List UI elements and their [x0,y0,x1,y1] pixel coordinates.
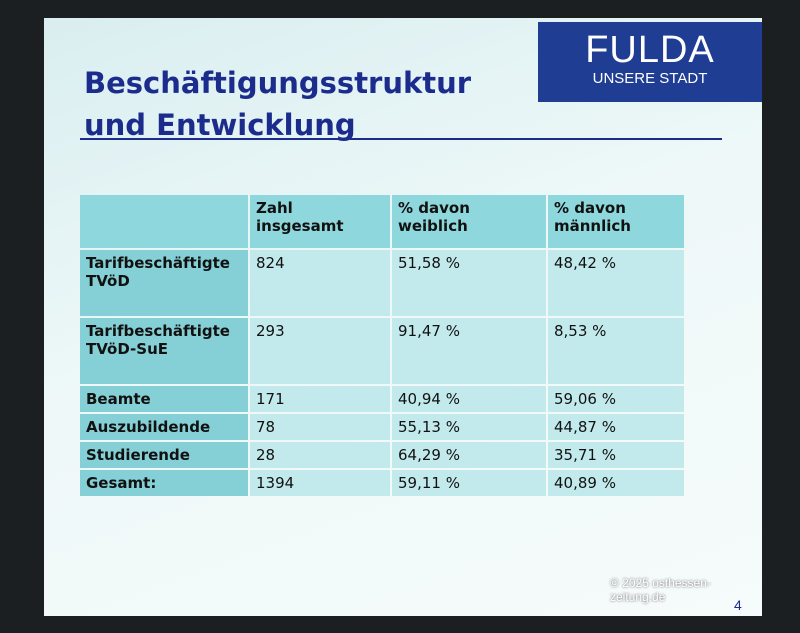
row-label: Auszubildende [86,418,211,436]
data-cell: 51,58 % [392,250,546,316]
cell-value: 1394 [256,474,295,492]
data-cell: 40,89 % [548,470,684,496]
data-cell: 8,53 % [548,318,684,384]
cell-value: 171 [256,390,285,408]
data-cell: 91,47 % [392,318,546,384]
cell-value: 28 [256,446,276,464]
logo-subtitle: UNSERE STADT [592,70,708,87]
data-cell: 293 [250,318,390,384]
table: Zahl insgesamt % davon weiblich % davon … [78,193,686,498]
data-cell: 171 [250,386,390,412]
row-label-cell: Studierende [80,442,248,468]
data-cell: 1394 [250,470,390,496]
row-label: Beamte [86,390,151,408]
header-cell: Zahl insgesamt [250,195,390,248]
cell-value: 51,58 % [398,254,460,272]
row-label-cell: Tarifbeschäftigte TVöD-SuE [80,318,248,384]
page-number: 4 [734,597,742,613]
data-cell: 55,13 % [392,414,546,440]
table-row: Beamte 171 40,94 % 59,06 % [80,386,684,412]
title-line: Beschäftigungsstruktur [84,66,472,100]
slide-title: Beschäftigungsstruktur und Entwicklung [84,62,471,146]
data-cell: 824 [250,250,390,316]
row-label: Gesamt: [86,474,157,492]
watermark: © 2025 osthessen-zeitung.de [610,576,711,604]
cell-value: 91,47 % [398,322,460,340]
cell-value: 59,06 % [554,390,616,408]
header-cell: % davon weiblich [392,195,546,248]
cell-value: 824 [256,254,285,272]
row-label: Tarifbeschäftigte TVöD [86,254,230,290]
cell-value: 293 [256,322,285,340]
cell-value: 78 [256,418,276,436]
data-cell: 40,94 % [392,386,546,412]
cell-value: 35,71 % [554,446,616,464]
data-cell: 28 [250,442,390,468]
cell-value: 48,42 % [554,254,616,272]
slide: FULDA UNSERE STADT Beschäftigungsstruktu… [44,18,762,616]
header-cell [80,195,248,248]
cell-value: 44,87 % [554,418,616,436]
row-label-cell: Gesamt: [80,470,248,496]
row-label-cell: Tarifbeschäftigte TVöD [80,250,248,316]
data-cell: 59,11 % [392,470,546,496]
logo-name: FULDA [585,29,715,71]
logo: FULDA UNSERE STADT [538,22,762,102]
table-row: Gesamt: 1394 59,11 % 40,89 % [80,470,684,496]
header-text: % davon männlich [554,199,631,235]
row-label: Tarifbeschäftigte TVöD-SuE [86,322,230,358]
cell-value: 40,89 % [554,474,616,492]
row-label: Studierende [86,446,190,464]
header-row: Zahl insgesamt % davon weiblich % davon … [80,195,684,248]
data-cell: 59,06 % [548,386,684,412]
data-cell: 48,42 % [548,250,684,316]
table-row: Studierende 28 64,29 % 35,71 % [80,442,684,468]
row-label-cell: Beamte [80,386,248,412]
cell-value: 8,53 % [554,322,607,340]
data-cell: 78 [250,414,390,440]
cell-value: 55,13 % [398,418,460,436]
cell-value: 59,11 % [398,474,460,492]
data-cell: 64,29 % [392,442,546,468]
header-text: % davon weiblich [398,199,470,235]
header-cell: % davon männlich [548,195,684,248]
table-row: Auszubildende 78 55,13 % 44,87 % [80,414,684,440]
title-rule [80,138,722,140]
cell-value: 40,94 % [398,390,460,408]
title-line: und Entwicklung [84,108,356,142]
table-row: Tarifbeschäftigte TVöD-SuE 293 91,47 % 8,53… [80,318,684,384]
row-label-cell: Auszubildende [80,414,248,440]
table-head: Zahl insgesamt % davon weiblich % davon … [80,195,684,248]
table-body: Tarifbeschäftigte TVöD 824 51,58 % 48,42 % T… [80,250,684,496]
cell-value: 64,29 % [398,446,460,464]
header-text: Zahl insgesamt [256,199,344,235]
data-cell: 44,87 % [548,414,684,440]
data-cell: 35,71 % [548,442,684,468]
table-row: Tarifbeschäftigte TVöD 824 51,58 % 48,42 % [80,250,684,316]
